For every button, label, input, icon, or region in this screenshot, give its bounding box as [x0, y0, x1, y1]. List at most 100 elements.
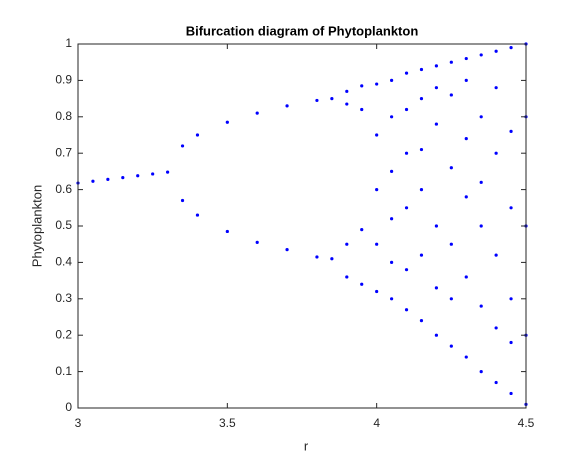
- data-point: [509, 129, 513, 133]
- y-tick-label: 0.6: [55, 182, 72, 196]
- data-point: [464, 355, 468, 359]
- data-point: [225, 229, 229, 234]
- data-point: [479, 180, 483, 184]
- data-point: [494, 326, 498, 330]
- data-point: [479, 115, 483, 119]
- y-tick-label: 0.7: [55, 145, 72, 159]
- data-point: [449, 60, 453, 64]
- data-point: [180, 198, 185, 203]
- data-point: [404, 268, 409, 272]
- y-tick-label: 0: [65, 400, 72, 414]
- data-point: [419, 319, 424, 323]
- data-point: [404, 151, 409, 155]
- data-point: [419, 67, 424, 72]
- data-point: [464, 56, 468, 61]
- data-point: [345, 89, 349, 93]
- data-point: [404, 308, 409, 312]
- data-point: [121, 175, 125, 180]
- data-point: [330, 97, 334, 101]
- data-point: [449, 297, 453, 301]
- data-point: [434, 333, 438, 337]
- data-point: [390, 217, 394, 221]
- data-point: [285, 104, 289, 108]
- data-point: [255, 111, 259, 115]
- data-point: [375, 188, 379, 192]
- data-point: [166, 170, 170, 174]
- data-point: [449, 166, 453, 170]
- data-point: [404, 107, 409, 112]
- data-point: [285, 248, 289, 252]
- data-point: [494, 86, 498, 90]
- data-point: [195, 133, 200, 137]
- data-point: [404, 206, 409, 210]
- data-point: [106, 177, 110, 182]
- data-point: [375, 133, 379, 137]
- data-point: [434, 64, 438, 68]
- data-point: [479, 224, 483, 228]
- data-point: [464, 137, 468, 141]
- data-point: [91, 179, 95, 183]
- data-point: [509, 46, 513, 50]
- data-point: [180, 144, 185, 148]
- data-point: [255, 240, 259, 244]
- data-point: [479, 53, 483, 57]
- data-point: [419, 147, 424, 152]
- data-point: [464, 78, 468, 82]
- data-point: [315, 255, 319, 259]
- y-tick-label: 0.8: [55, 109, 72, 123]
- y-tick-label: 0.1: [55, 364, 72, 378]
- data-point: [434, 286, 438, 290]
- x-tick-label: 3.5: [219, 416, 236, 430]
- data-point: [404, 71, 409, 75]
- y-axis-label: Phytoplankton: [29, 185, 44, 267]
- data-point: [449, 242, 453, 246]
- data-point: [345, 275, 349, 279]
- data-point: [151, 172, 155, 176]
- data-point: [449, 344, 453, 348]
- y-tick-label: 0.5: [55, 218, 72, 232]
- data-point: [345, 102, 349, 106]
- data-point: [509, 340, 513, 345]
- data-point: [195, 213, 200, 217]
- x-axis-label: r: [304, 438, 309, 453]
- y-tick-label: 0.3: [55, 291, 72, 305]
- data-point: [225, 120, 229, 124]
- chart-title: Bifurcation diagram of Phytoplankton: [186, 23, 419, 38]
- data-point: [434, 122, 438, 126]
- y-tick-label: 0.4: [55, 255, 72, 269]
- data-point: [509, 297, 513, 301]
- data-point: [464, 275, 468, 279]
- data-point: [390, 297, 394, 301]
- x-tick-label: 4.5: [518, 416, 535, 430]
- data-point: [330, 257, 334, 261]
- data-point: [360, 84, 364, 88]
- data-point: [390, 78, 394, 82]
- data-point: [419, 188, 424, 192]
- y-tick-label: 1: [65, 36, 72, 50]
- y-tick-label: 0.9: [55, 73, 72, 87]
- data-point: [315, 98, 319, 103]
- data-point: [390, 115, 394, 119]
- data-point: [464, 195, 468, 199]
- data-point: [360, 228, 364, 232]
- data-point: [494, 151, 498, 155]
- data-point: [479, 370, 483, 374]
- data-point: [479, 304, 483, 308]
- data-point: [390, 260, 394, 264]
- data-point: [434, 224, 438, 228]
- data-point: [360, 282, 364, 286]
- data-point: [390, 169, 394, 173]
- data-point: [375, 242, 379, 246]
- x-tick-label: 4: [373, 416, 380, 430]
- x-tick-label: 3: [75, 416, 82, 430]
- data-point: [509, 391, 513, 396]
- data-point: [509, 206, 513, 210]
- data-point: [449, 93, 453, 97]
- data-point: [360, 107, 364, 112]
- data-point: [494, 380, 498, 385]
- data-point: [345, 242, 349, 246]
- y-tick-label: 0.2: [55, 327, 72, 341]
- data-point: [494, 253, 498, 257]
